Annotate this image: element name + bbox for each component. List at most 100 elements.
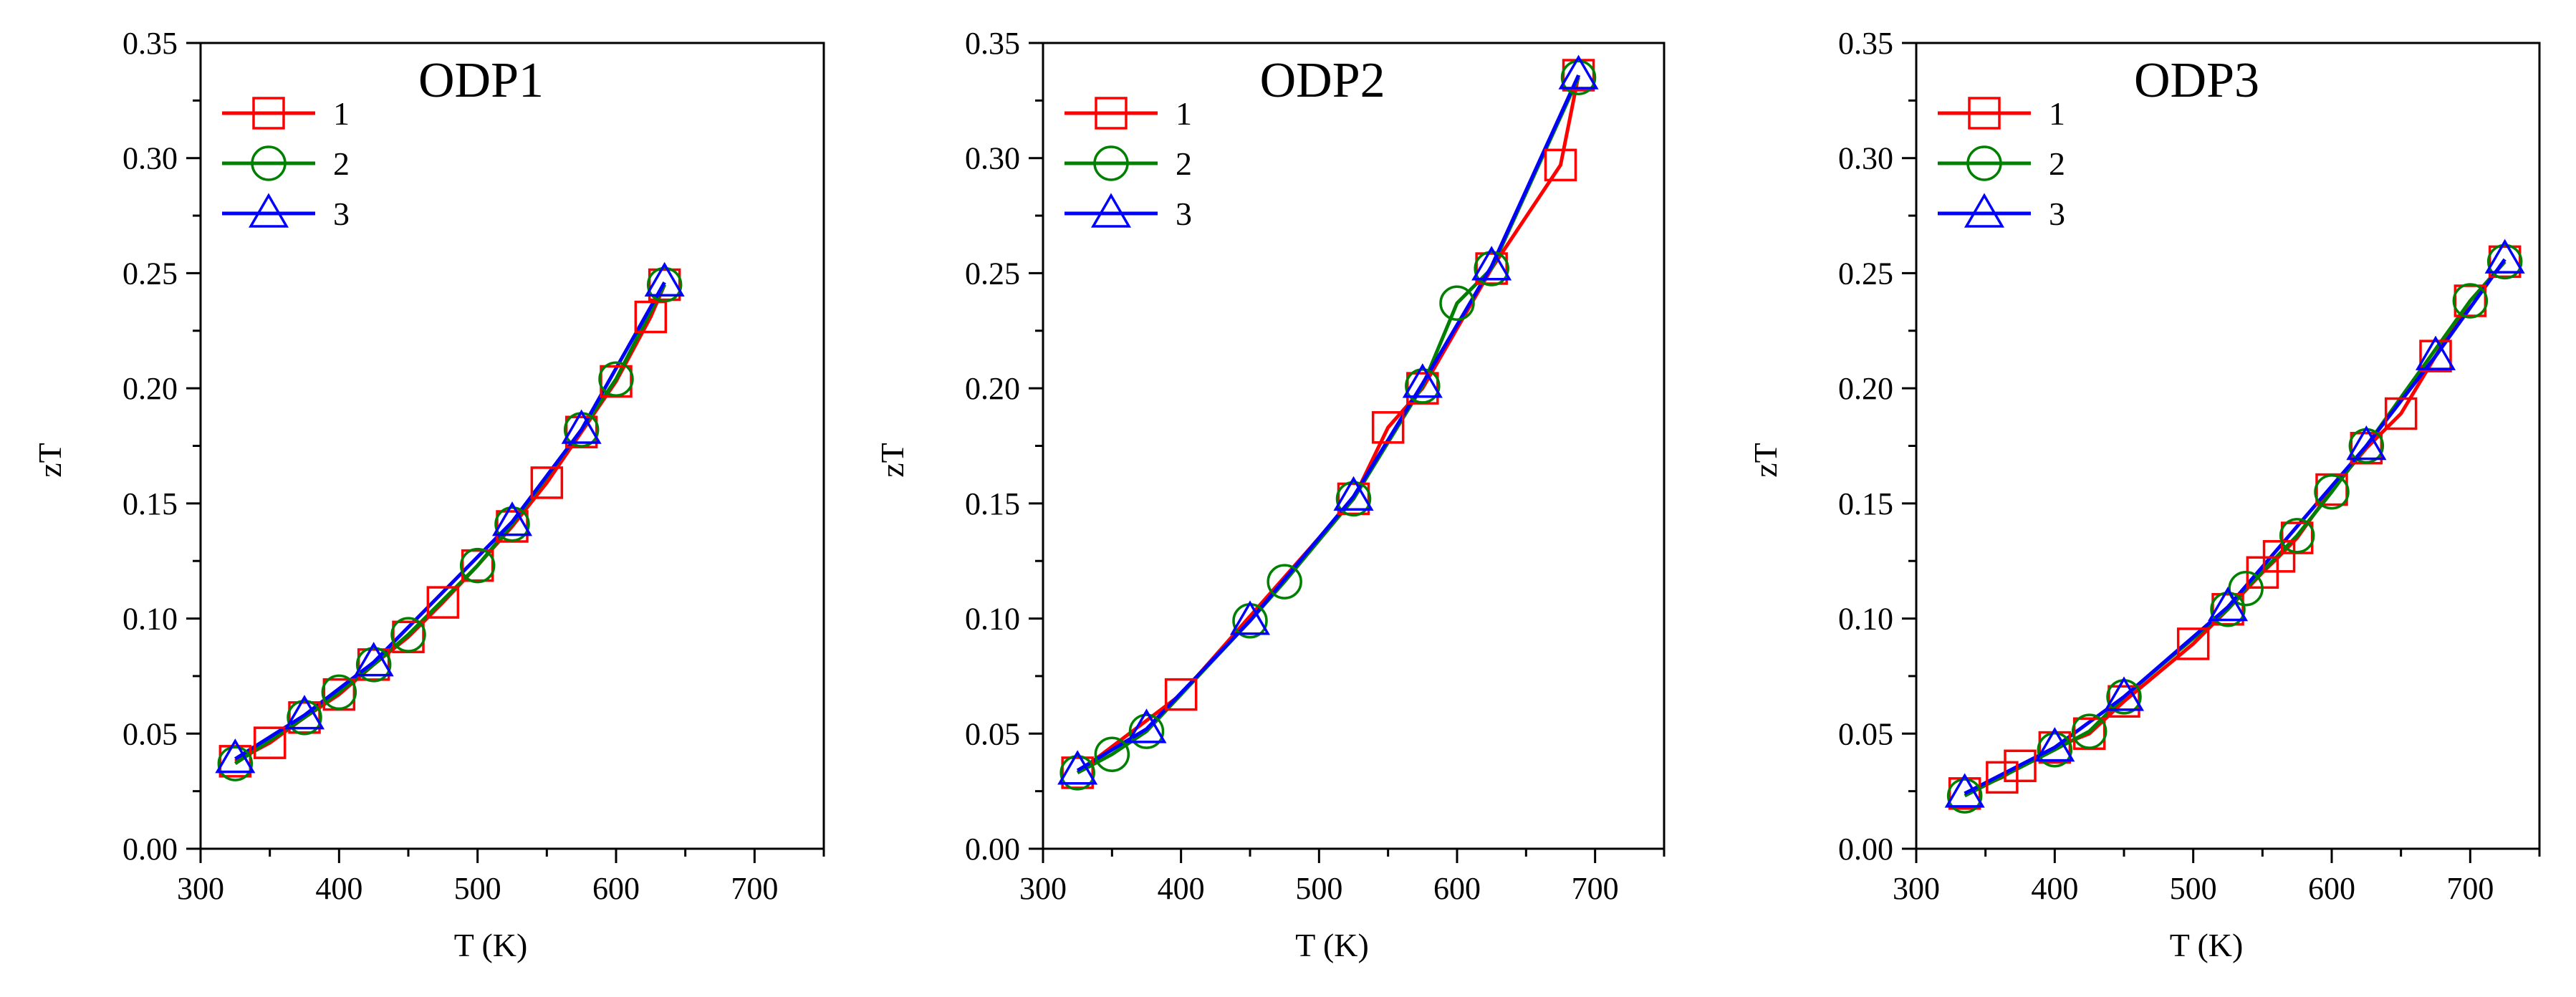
x-tick-label: 300 [177,871,224,906]
x-tick-label: 500 [1295,871,1342,906]
series-1-point [2176,627,2210,660]
series-3-point [2207,587,2249,622]
series-2-point [2228,571,2264,607]
series-2-point [2279,518,2315,554]
series-1-point [1986,761,2019,794]
series-2-point [1560,59,1597,95]
series-3-point [491,501,533,536]
y-tick-label: 0.10 [122,602,178,637]
x-tick-label: 600 [1433,871,1481,906]
x-tick-label: 400 [2031,871,2078,906]
y-tick-label: 0.10 [1838,602,1893,637]
series-2-point [390,617,426,652]
legend-marker-3 [248,193,289,228]
series-3-point [1471,246,1512,281]
panel-title: ODP3 [2134,53,2259,108]
x-tick-label: 700 [731,871,778,906]
series-2-point [1474,251,1509,286]
y-tick-label: 0.20 [122,371,178,406]
legend-marker-2 [1093,145,1129,181]
legend-marker-1 [1095,97,1128,130]
series-1-point [2419,339,2452,372]
series-2-point [2037,732,2073,768]
series-3-point [284,695,325,730]
series-2-point [2314,474,2350,510]
legend-label: 1 [1176,95,1192,132]
series-2-point [321,674,357,711]
series-2-point [646,266,683,303]
series-1-point [648,268,681,302]
y-tick-label: 0.05 [1838,716,1893,751]
series-2-point [287,700,322,736]
series-1-point [461,549,494,582]
series-2-point [1267,564,1302,599]
y-tick-label: 0.00 [965,832,1020,867]
legend-marker-1 [252,97,285,130]
series-3-point [644,261,685,297]
panel-odp1: ODP1 T (K) zT 300 400 500 600 700 0.00 0.05 0.1… [32,26,825,963]
series-1-point [1371,411,1405,444]
series-1-point [2262,540,2296,573]
y-tick-label: 0.25 [965,256,1020,291]
x-tick-label: 300 [1019,871,1067,906]
panel-title: ODP1 [418,53,544,108]
y-tick-label: 0.35 [1838,26,1893,61]
series-3-point [1944,773,1985,808]
panel-odp2: ODP2 T (K) zT 300 400 500 600 700 0.00 0.05 0.1… [874,26,1666,963]
series-1-point [1164,678,1198,711]
y-tick-label: 0.05 [965,716,1020,751]
series-1-point [2384,397,2418,430]
y-tick-label: 0.25 [1838,256,1893,291]
legend-marker-3 [1090,193,1132,228]
y-tick-label: 0.15 [122,486,178,521]
series-1-point [357,648,390,681]
legend-label: 3 [333,196,350,232]
legend-label: 2 [2049,145,2065,182]
series-1-point [1544,148,1577,182]
series-1-point [288,701,321,734]
series-2-point [2210,591,2246,627]
x-tick-label: 300 [1893,871,1940,906]
series-1-point [2004,749,2037,783]
series-2-point [1405,368,1441,404]
legend-marker-3 [1964,193,2005,228]
series-3-point [1229,600,1271,635]
x-tick-label: 500 [454,871,501,906]
series-2-point [1094,736,1130,772]
series-2-point [355,647,392,683]
y-tick-label: 0.30 [122,141,178,176]
y-tick-label: 0.20 [1838,371,1893,406]
y-tick-label: 0.15 [1838,486,1893,521]
series-3-line [1964,258,2507,796]
y-tick-label: 0.35 [122,26,178,61]
x-axis-title: T (K) [2170,927,2244,963]
x-tick-label: 700 [2446,871,2494,906]
series-1-point [1061,756,1094,789]
series-2-point [2452,283,2489,319]
series-2-point [1439,285,1475,321]
series-1-point [2488,245,2522,279]
series-3-line [1076,74,1580,772]
x-axis-title: T (K) [1295,927,1369,963]
y-axis-title: zT [32,443,68,478]
series-3-point [353,642,394,677]
y-tick-label: 0.05 [122,716,178,751]
y-axis-title: zT [874,443,910,478]
series-2-point [1128,713,1165,749]
series-1-point [253,726,287,759]
x-tick-label: 600 [592,871,640,906]
series-2-point [217,746,254,781]
x-axis-title: T (K) [454,927,528,963]
series-3-point [215,738,256,774]
y-tick-label: 0.00 [122,832,178,867]
x-tick-label: 600 [2308,871,2355,906]
y-tick-label: 0.20 [965,371,1020,406]
series-3-point [1402,363,1443,398]
series-2-point [1059,755,1095,791]
x-tick-label: 700 [1572,871,1619,906]
series-2-point [598,361,634,398]
series-2-point [2071,713,2108,749]
y-tick-label: 0.15 [965,486,1020,521]
series-1-point [1337,482,1370,516]
